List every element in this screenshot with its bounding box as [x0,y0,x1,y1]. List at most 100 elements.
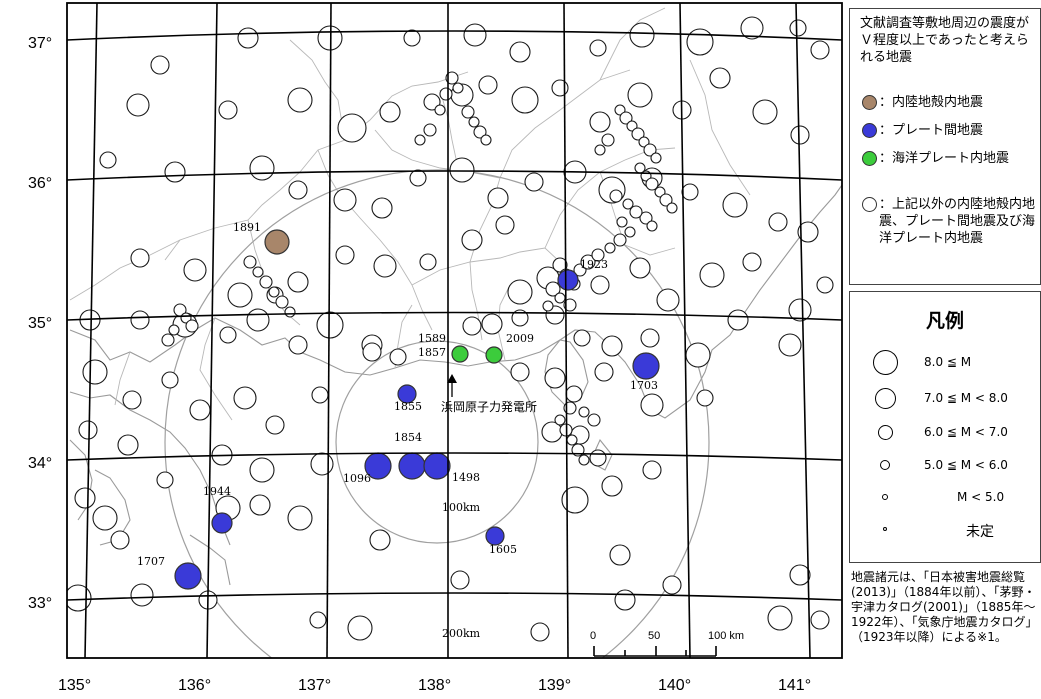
other-earthquake-circle [130,583,154,607]
quake-1703 [632,352,660,380]
other-earthquake-circle [249,155,275,181]
legend-mag-label: M < 5.0 [957,490,1005,504]
other-earthquake-circle [778,333,802,357]
year-label-1589: 1589 [418,332,446,345]
key-earthquakes [174,229,660,590]
mag-circle-icon [883,527,887,531]
other-earthquake-circle [333,188,357,212]
year-label-1891: 1891 [233,221,261,234]
other-earthquake-circle [594,144,606,156]
other-earthquake-circle [233,386,257,410]
other-earthquake-circle [316,311,344,339]
other-earthquake-circle [685,342,711,368]
other-earthquake-circle [507,279,533,305]
other-earthquake-circle [686,28,714,56]
other-earthquake-circle [544,367,566,389]
legend-mag-label: 7.0 ≦ M < 8.0 [924,391,1008,405]
other-earthquake-circle [150,55,170,75]
other-earthquake-circle [284,306,296,318]
legend-mag-row: 5.0 ≦ M < 6.0 [850,450,1040,480]
other-earthquake-circle [589,111,611,133]
other-earthquake-circle [614,589,636,611]
other-earthquake-circle [810,610,830,630]
other-earthquake-circle [788,298,812,322]
other-earthquake-circle [554,292,566,304]
legend-type-oceanic-label: ：海洋プレート内地震 [879,151,1010,166]
other-earthquake-circle [616,216,628,228]
legend-type-oceanic: ：海洋プレート内地震 [862,150,1039,167]
legend-mag-label: 未定 [966,524,994,540]
other-earthquake-circle [642,460,662,480]
other-earthquake-circle [452,82,464,94]
other-earthquake-circle [110,530,130,550]
other-earthquakes [67,16,834,642]
other-earthquake-circle [587,413,601,427]
other-earthquake-circle [696,389,714,407]
other-earthquake-circle [379,101,401,123]
other-earthquake-circle [601,133,615,147]
other-earthquake-circle [810,40,830,60]
other-earthquake-circle [561,486,589,514]
lon-label-136: 136° [178,677,211,694]
quake-1707 [174,562,202,590]
year-label-1854: 1854 [394,431,422,444]
other-earthquake-circle [246,308,270,332]
other-earthquake-circle [445,71,459,85]
other-earthquake-circle [645,177,659,191]
other-earthquake-circle [578,454,590,466]
other-earthquake-circle [619,111,633,125]
other-earthquake-circle [594,362,614,382]
quake-1605 [485,526,505,546]
quake-1589-1857 [451,345,469,363]
other-earthquake-circle [423,123,437,137]
legend-type-other: ：上記以外の内陸地殻内地震、プレート間地震及び海洋プレート内地震 [862,196,1039,247]
other-earthquake-circle [640,393,664,417]
other-earthquake-circle [609,544,631,566]
other-earthquake-circle [287,505,313,531]
year-label-1923: 1923 [580,258,608,271]
other-earthquake-circle [337,113,367,143]
other-earthquake-circle [542,300,554,312]
other-earthquake-circle [591,248,605,262]
plant-label: 浜岡原子力発電所 [441,400,537,414]
lon-label-140: 140° [658,677,691,694]
other-earthquake-circle [643,143,657,157]
other-earthquake-circle [409,169,427,187]
other-earthquake-circle [666,202,678,214]
other-earthquake-circle [511,309,529,327]
year-label-1707: 1707 [137,555,165,568]
other-earthquake-circle [565,385,583,403]
mag-circle-icon [882,494,888,500]
other-earthquake-circle [566,434,578,446]
other-earthquake-circle [631,127,645,141]
other-earthquake-circle [439,87,453,101]
legend-mag-label: 6.0 ≦ M < 7.0 [924,425,1008,439]
other-earthquake-circle [156,471,174,489]
year-label-1605: 1605 [489,543,517,556]
other-earthquake-circle [259,275,273,289]
lat-label-34: 34° [28,455,52,472]
other-earthquake-circle [601,335,623,357]
year-label-1703: 1703 [630,379,658,392]
legend-mag-row: 8.0 ≦ M [850,347,1040,377]
other-earthquake-circle [122,390,142,410]
other-earthquake-circle [609,189,623,203]
other-earthquake-circle [473,125,487,139]
lon-label-137: 137° [298,677,331,694]
legend-mag-row: 7.0 ≦ M < 8.0 [850,383,1040,413]
other-earthquake-circle [589,449,607,467]
other-earthquake-circle [419,253,437,271]
other-earthquake-circle [130,248,150,268]
other-earthquake-circle [161,333,175,347]
other-earthquake-circle [510,362,530,382]
other-earthquake-circle [480,134,492,146]
lon-label-138: 138° [418,677,451,694]
mag-circle-icon [873,350,898,375]
other-earthquake-circle [237,27,259,49]
other-earthquake-circle [650,152,662,164]
other-earthquake-circle [168,324,180,336]
other-earthquake-circle [789,19,807,37]
oceanic-swatch-icon [862,151,877,166]
year-label-1857: 1857 [418,346,446,359]
other-earthquake-circle [311,386,329,404]
